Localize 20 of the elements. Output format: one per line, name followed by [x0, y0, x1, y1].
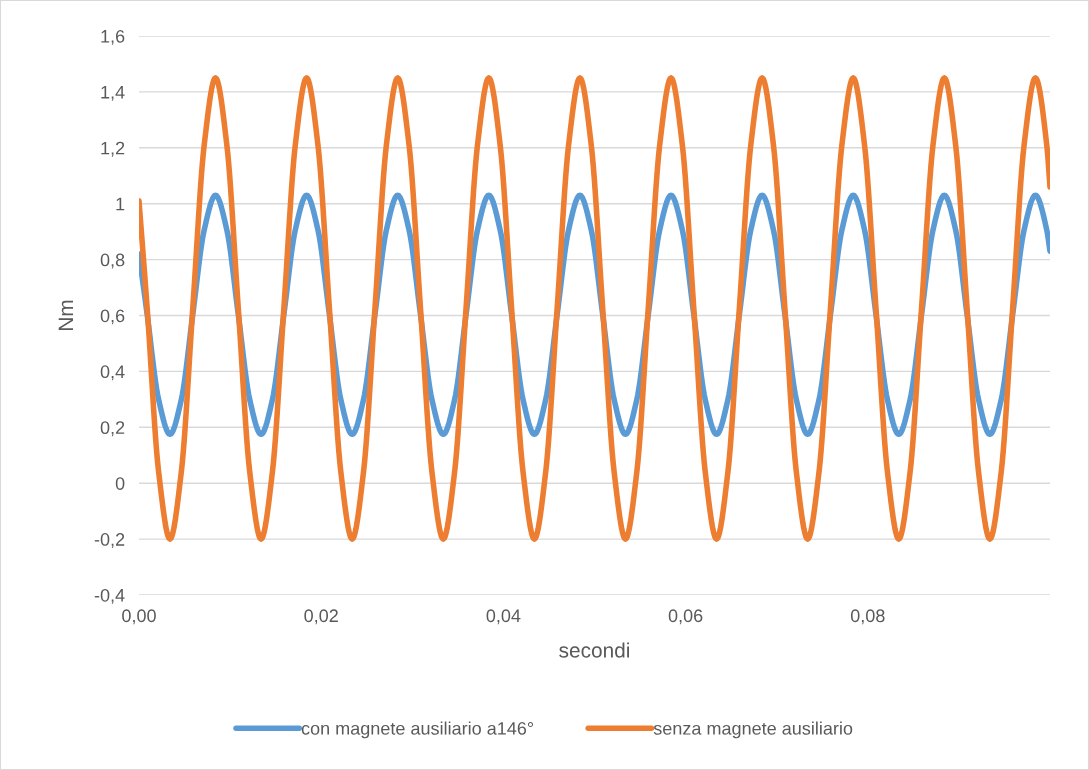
y-axis-title: Nm [58, 300, 74, 330]
y-tick-label: 1 [116, 197, 125, 211]
y-tick-label: 1,4 [101, 86, 125, 101]
y-tick-label: 0,8 [100, 253, 125, 269]
x-axis-title: secondi [559, 642, 629, 658]
x-tick-label: 0,04 [486, 609, 521, 625]
y-tick-label: 0,6 [100, 309, 125, 325]
x-tick-label: 0,00 [122, 609, 156, 625]
x-tick-label: 0,02 [304, 609, 338, 625]
y-tick-label: 0 [115, 477, 125, 490]
legend-label: con magnete ausiliario a146° [301, 721, 534, 739]
x-tick-label: 0,06 [668, 609, 703, 625]
y-tick-label: 0,4 [100, 365, 125, 381]
y-tick-label: -0,4 [94, 588, 125, 604]
y-tick-label: 1,2 [101, 141, 125, 157]
y-tick-label: 0,2 [100, 421, 125, 437]
y-tick-label: -0,2 [94, 533, 125, 548]
y-tick-label: 1,6 [101, 29, 125, 45]
x-tick-label: 0,08 [850, 609, 885, 625]
legend-label: senza magnete ausiliario [653, 721, 853, 739]
